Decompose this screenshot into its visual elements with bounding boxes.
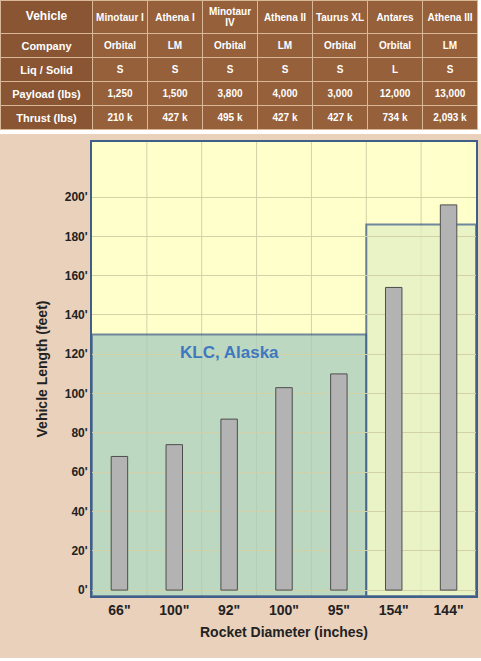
svg-text:100": 100" bbox=[159, 602, 189, 618]
svg-text:140': 140' bbox=[65, 308, 88, 322]
html-text:Company: Company bbox=[21, 39, 72, 52]
svg-text:20': 20' bbox=[71, 544, 87, 558]
html-text:495 k: 495 k bbox=[217, 112, 243, 123]
svg-text:95": 95" bbox=[328, 602, 350, 618]
svg-text:KLC, Alaska: KLC, Alaska bbox=[180, 343, 279, 362]
html-text:1,250: 1,250 bbox=[107, 88, 133, 99]
svg-text:0': 0' bbox=[78, 583, 88, 597]
html-text:LM: LM bbox=[277, 40, 293, 51]
html-text:12,000: 12,000 bbox=[379, 88, 411, 99]
svg-text:160': 160' bbox=[65, 269, 88, 283]
html-text:S: S bbox=[281, 64, 289, 75]
html-text:S: S bbox=[116, 64, 124, 75]
html-text:Liq / Solid: Liq / Solid bbox=[20, 63, 73, 76]
html-text:S: S bbox=[226, 64, 234, 75]
html-text:Payload (lbs): Payload (lbs) bbox=[12, 87, 81, 100]
svg-text:Vehicle Length (feet): Vehicle Length (feet) bbox=[34, 301, 50, 438]
html-text:210 k: 210 k bbox=[107, 112, 133, 123]
html-text:Vehicle: Vehicle bbox=[25, 9, 68, 24]
html-text:Athena III: Athena III bbox=[427, 11, 473, 23]
html-text:13,000: 13,000 bbox=[434, 88, 466, 99]
html-text:Minotaur IV: Minotaur IV bbox=[208, 6, 252, 28]
html-text:Orbital: Orbital bbox=[323, 40, 357, 51]
html-text:427 k: 427 k bbox=[162, 112, 188, 123]
html-text:Athena I: Athena I bbox=[155, 11, 195, 23]
html-text:Taurus XL: Taurus XL bbox=[315, 11, 365, 23]
svg-text:60': 60' bbox=[71, 465, 87, 479]
svg-text:92": 92" bbox=[218, 602, 240, 618]
html-text:4,000: 4,000 bbox=[272, 88, 298, 99]
svg-text:66": 66" bbox=[108, 602, 130, 618]
html-text:3,000: 3,000 bbox=[327, 88, 353, 99]
html-text:427 k: 427 k bbox=[327, 112, 353, 123]
html-text:Orbital: Orbital bbox=[213, 40, 247, 51]
svg-text:40': 40' bbox=[71, 505, 87, 519]
html-text:LM: LM bbox=[442, 40, 458, 51]
svg-text:120': 120' bbox=[65, 347, 88, 361]
html-text:1,500: 1,500 bbox=[162, 88, 188, 99]
svg-text:100": 100" bbox=[269, 602, 299, 618]
html-text:Minotaur I: Minotaur I bbox=[96, 11, 144, 23]
html-text:2,093 k: 2,093 k bbox=[433, 112, 467, 123]
html-text:Orbital: Orbital bbox=[103, 40, 137, 51]
html-text:3,800: 3,800 bbox=[217, 88, 243, 99]
html-text:Athena II: Athena II bbox=[263, 11, 307, 23]
html-text:S: S bbox=[446, 64, 454, 75]
svg-text:200': 200' bbox=[65, 190, 88, 204]
svg-text:100': 100' bbox=[65, 387, 88, 401]
svg-text:Rocket Diameter (inches): Rocket Diameter (inches) bbox=[200, 624, 368, 640]
svg-text:144": 144" bbox=[434, 602, 464, 618]
svg-text:80': 80' bbox=[71, 426, 87, 440]
html-text:427 k: 427 k bbox=[272, 112, 298, 123]
html-text:Antares: Antares bbox=[376, 11, 414, 23]
html-text:S: S bbox=[336, 64, 344, 75]
html-text:734 k: 734 k bbox=[382, 112, 408, 123]
html-text:L: L bbox=[391, 64, 398, 75]
svg-text:154": 154" bbox=[379, 602, 409, 618]
html-text:Orbital: Orbital bbox=[378, 40, 412, 51]
html-text:S: S bbox=[171, 64, 179, 75]
html-text:LM: LM bbox=[167, 40, 183, 51]
html-text:Thrust (lbs): Thrust (lbs) bbox=[16, 111, 77, 124]
svg-text:180': 180' bbox=[65, 230, 88, 244]
